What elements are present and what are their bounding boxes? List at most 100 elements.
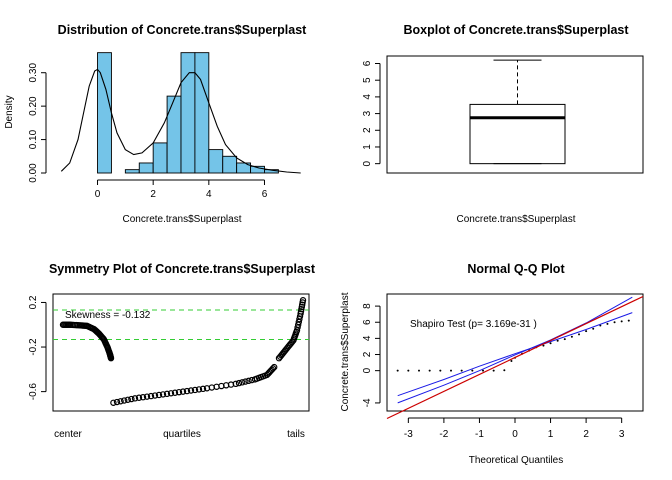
qq-point: [503, 369, 506, 372]
qq-point: [578, 333, 580, 336]
boxplot-xlabel: Concrete.trans$Superplast: [457, 214, 576, 225]
symmetry-point: [128, 395, 135, 403]
skewness-annotation: Skewness = -0.132: [65, 310, 151, 321]
density-curve: [60, 68, 301, 174]
histogram-bar: [180, 52, 196, 174]
qq-point: [606, 322, 609, 325]
boxplot-y-tick-label: 0: [362, 160, 373, 166]
histogram-bar: [194, 52, 210, 174]
symmetry-point: [163, 390, 171, 398]
boxplot-y-tick-label: 5: [362, 77, 373, 83]
histogram-x-tick-label: 0: [95, 189, 101, 200]
symmetry-point: [155, 391, 163, 399]
symmetry-point: [113, 398, 121, 406]
histogram-xlabel: Concrete.trans$Superplast: [123, 214, 242, 225]
histogram-x-tick-label: 4: [206, 189, 212, 200]
qq-point: [570, 335, 573, 338]
qq-ylabel: Concrete.trans$Superplast: [340, 292, 351, 411]
boxplot-panel: Boxplot of Concrete.trans$Superplast Con…: [362, 23, 644, 225]
qq-point: [439, 369, 442, 372]
qq-title: Normal Q-Q Plot: [467, 262, 565, 276]
qq-y-tick-label: 0: [362, 367, 373, 373]
qq-point: [585, 330, 588, 333]
histogram-bar: [166, 95, 182, 174]
symmetry-points: [59, 297, 307, 406]
symmetry-point: [295, 321, 302, 328]
histogram-bar: [208, 149, 224, 174]
symmetry-point: [299, 297, 307, 304]
qq-y-tick-label: 2: [362, 351, 373, 357]
histogram-title: Distribution of Concrete.trans$Superplas…: [58, 23, 307, 37]
symmetry-panel: Symmetry Plot of Concrete.trans$Superpla…: [28, 262, 316, 440]
histogram-bar: [222, 155, 238, 174]
symmetry-point: [296, 315, 303, 323]
symmetry-point: [199, 385, 207, 393]
qq-point: [613, 321, 616, 324]
symmetry-point: [124, 396, 132, 403]
histogram-bar: [124, 169, 140, 174]
symmetry-point: [191, 386, 199, 394]
histogram-x-tick-label: 2: [150, 189, 156, 200]
histogram-bars: [97, 52, 279, 174]
qq-reference-line: [386, 295, 644, 420]
symmetry-point: [175, 388, 183, 396]
qq-point: [592, 327, 595, 330]
symmetry-point: [294, 324, 301, 331]
shapiro-annotation: Shapiro Test (p= 3.169e-31 ): [410, 319, 537, 330]
histogram-y-tick-label: 0.20: [28, 96, 39, 116]
qq-y-tick-label: 4: [362, 335, 373, 341]
symmetry-frame: [52, 293, 310, 412]
symmetry-y-tick-label: -0.2: [28, 338, 39, 356]
boxplot-y-tick-label: 3: [362, 110, 373, 116]
qq-x-tick-label: -2: [439, 429, 448, 440]
symmetry-point: [107, 354, 115, 362]
symmetry-point: [271, 363, 278, 371]
qq-band-lower: [397, 312, 633, 397]
boxplot-box: [469, 103, 566, 165]
symmetry-point: [183, 387, 191, 395]
histogram-bar: [97, 52, 112, 174]
qq-point: [542, 344, 545, 347]
symmetry-point: [131, 395, 139, 402]
symmetry-point: [159, 391, 167, 398]
symmetry-point: [151, 392, 159, 399]
qq-point: [407, 369, 410, 372]
symmetry-point: [242, 378, 249, 385]
qq-y-tick-label: 6: [362, 319, 373, 325]
symmetry-point: [289, 338, 296, 346]
symmetry-point: [147, 392, 155, 400]
qq-x-tick-label: -1: [475, 429, 484, 440]
symmetry-point: [293, 327, 301, 334]
qq-point: [396, 369, 399, 372]
histogram-y-tick-label: 0.00: [28, 163, 39, 183]
boxplot-y-tick-label: 4: [362, 94, 373, 100]
symmetry-reference-lines: [53, 309, 309, 340]
symmetry-point: [117, 398, 124, 405]
symmetry-point: [171, 389, 179, 396]
symmetry-point: [245, 377, 252, 385]
qq-point: [556, 339, 559, 342]
boxplot-axes: 0 1 2 3 4 5 6: [362, 60, 381, 166]
symmetry-y-tick-label: 0.2: [28, 295, 39, 309]
symmetry-point: [195, 386, 203, 393]
histogram-bar: [138, 162, 154, 174]
histogram-ylabel: Density: [4, 95, 15, 128]
qq-point: [492, 369, 495, 372]
qq-y-tick-label: 8: [362, 303, 373, 309]
symmetry-axes: center quartiles tails -0.6 -0.2 0.2: [28, 295, 305, 440]
symmetry-point: [187, 387, 195, 394]
symmetry-point: [110, 399, 117, 406]
histogram-axes: 0 2 4 6 0.00 0.10 0.20 0.30: [28, 63, 268, 200]
boxplot-frame: [386, 55, 644, 174]
qq-y-tick-label: -4: [362, 398, 373, 407]
symmetry-point: [295, 318, 302, 326]
boxplot-y-tick-label: 2: [362, 127, 373, 133]
histogram-bar: [152, 142, 168, 174]
histogram-panel: Distribution of Concrete.trans$Superplas…: [4, 23, 307, 225]
symmetry-point: [179, 388, 187, 395]
qq-band-upper: [397, 296, 633, 404]
qq-axes: -3 -2 -1 0 1 2 3 -4 0 2 4 6 8: [362, 303, 625, 440]
symmetry-point: [143, 393, 151, 400]
symmetry-point: [232, 380, 239, 388]
